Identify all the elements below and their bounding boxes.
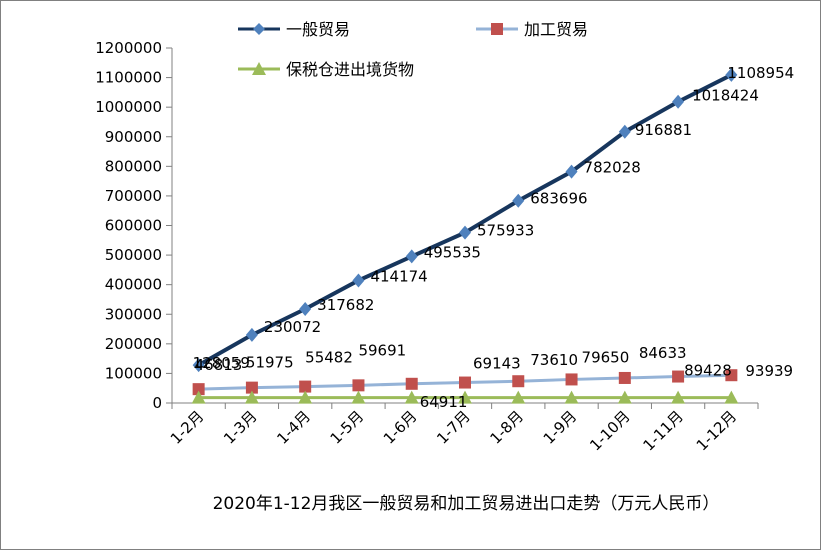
data-point-processing-trade [672,370,685,383]
data-label-processing-trade: 64911 [420,393,468,411]
data-point-bonded-warehouse [404,390,419,404]
data-point-processing-trade [725,369,738,382]
x-tick-label: 1-7月 [433,407,474,448]
y-tick-label: 1200000 [95,39,162,57]
legend-marker-general-trade [253,23,265,35]
y-tick-label: 400000 [105,276,162,294]
data-label-general-trade: 1018424 [692,87,759,105]
y-tick-label: 500000 [105,246,162,264]
data-point-processing-trade [459,376,471,389]
data-label-processing-trade: 89428 [684,362,732,380]
y-axis-ticks: 0 100000 200000 300000 400000 500000 600000 700… [95,39,172,412]
data-point-general-trade [725,67,738,82]
data-point-bonded-warehouse [564,390,579,404]
data-point-processing-trade [405,377,418,390]
data-point-general-trade [299,302,312,317]
chart-title: 2020年1-12月我区一般贸易和加工贸易进出口走势（万元人民币） [213,494,720,514]
data-point-general-trade [618,124,631,139]
data-point-general-trade [565,164,578,179]
x-tick-label: 1-5月 [327,407,368,448]
data-point-general-trade [405,249,418,264]
y-tick-label: 300000 [105,305,162,323]
data-point-general-trade [192,358,205,373]
data-label-processing-trade: 59691 [358,341,406,359]
data-point-processing-trade [192,383,205,396]
x-tick-label: 1-12月 [693,407,740,454]
series-layer [191,67,739,404]
x-tick-label: 1-11月 [640,407,687,454]
data-label-general-trade: 414174 [370,267,427,285]
x-tick-label: 1-10月 [586,407,633,454]
data-label-processing-trade: 79650 [582,348,630,366]
data-point-processing-trade [565,373,578,386]
legend: 一般贸易 加工贸易 保税仓进出境货物 [238,20,588,79]
legend-label-general-trade: 一般贸易 [286,20,350,39]
data-point-bonded-warehouse [191,390,206,404]
data-point-bonded-warehouse [351,390,366,404]
x-tick-label: 1-6月 [380,407,421,448]
data-point-bonded-warehouse [511,390,526,404]
data-point-bonded-warehouse [298,390,313,404]
y-tick-label: 0 [152,394,162,412]
y-tick-label: 1100000 [95,69,162,87]
data-label-processing-trade: 93939 [745,362,793,380]
data-label-processing-trade: 46813 [195,356,243,374]
data-point-bonded-warehouse [244,390,259,404]
data-point-general-trade [352,273,365,288]
x-tick-label: 1-3月 [220,407,261,448]
data-label-processing-trade: 73610 [530,351,578,369]
y-tick-label: 1000000 [95,98,162,116]
data-point-bonded-warehouse [617,390,632,404]
y-tick-label: 900000 [105,128,162,146]
data-labels: 128059 230072 317682 414174 495535 575933 6836… [193,64,795,411]
data-point-bonded-warehouse [458,390,472,404]
data-label-general-trade: 916881 [635,121,692,139]
x-tick-label: 1-2月 [167,407,208,448]
data-point-processing-trade [352,379,365,392]
legend-label-processing-trade: 加工贸易 [524,20,588,39]
legend-item-processing-trade: 加工贸易 [476,20,588,39]
x-tick-label: 1-8月 [486,407,527,448]
data-label-processing-trade: 69143 [473,355,521,373]
data-label-processing-trade: 84633 [639,344,687,362]
x-tick-label: 1-4月 [273,407,314,448]
data-label-general-trade: 230072 [264,318,321,336]
y-tick-label: 800000 [105,157,162,175]
data-point-processing-trade [245,381,258,394]
data-label-general-trade: 575933 [477,222,534,240]
data-label-general-trade: 782028 [584,159,641,177]
data-point-general-trade [245,327,258,342]
legend-marker-processing-trade [491,23,503,35]
y-tick-label: 700000 [105,187,162,205]
legend-item-bonded-warehouse: 保税仓进出境货物 [238,60,414,79]
y-tick-label: 200000 [105,335,162,353]
data-label-general-trade: 495535 [424,243,481,261]
data-label-general-trade: 683696 [530,190,587,208]
y-tick-label: 100000 [105,364,162,382]
data-point-bonded-warehouse [724,390,739,404]
x-tick-label: 1-9月 [540,407,581,448]
data-label-processing-trade: 51975 [246,354,294,372]
legend-marker-bonded-warehouse [252,62,266,75]
y-tick-label: 600000 [105,217,162,235]
legend-label-bonded-warehouse: 保税仓进出境货物 [286,60,414,79]
data-label-processing-trade: 55482 [305,349,353,367]
data-label-general-trade: 1108954 [727,64,794,82]
data-point-processing-trade [618,371,631,384]
data-point-general-trade [459,225,471,240]
data-point-general-trade [512,193,525,208]
data-point-general-trade [672,94,685,109]
data-label-general-trade: 128059 [193,354,250,372]
data-point-bonded-warehouse [671,390,686,404]
data-point-processing-trade [299,380,312,393]
data-point-processing-trade [512,375,525,388]
legend-item-general-trade: 一般贸易 [238,20,350,39]
data-label-general-trade: 317682 [317,296,374,314]
